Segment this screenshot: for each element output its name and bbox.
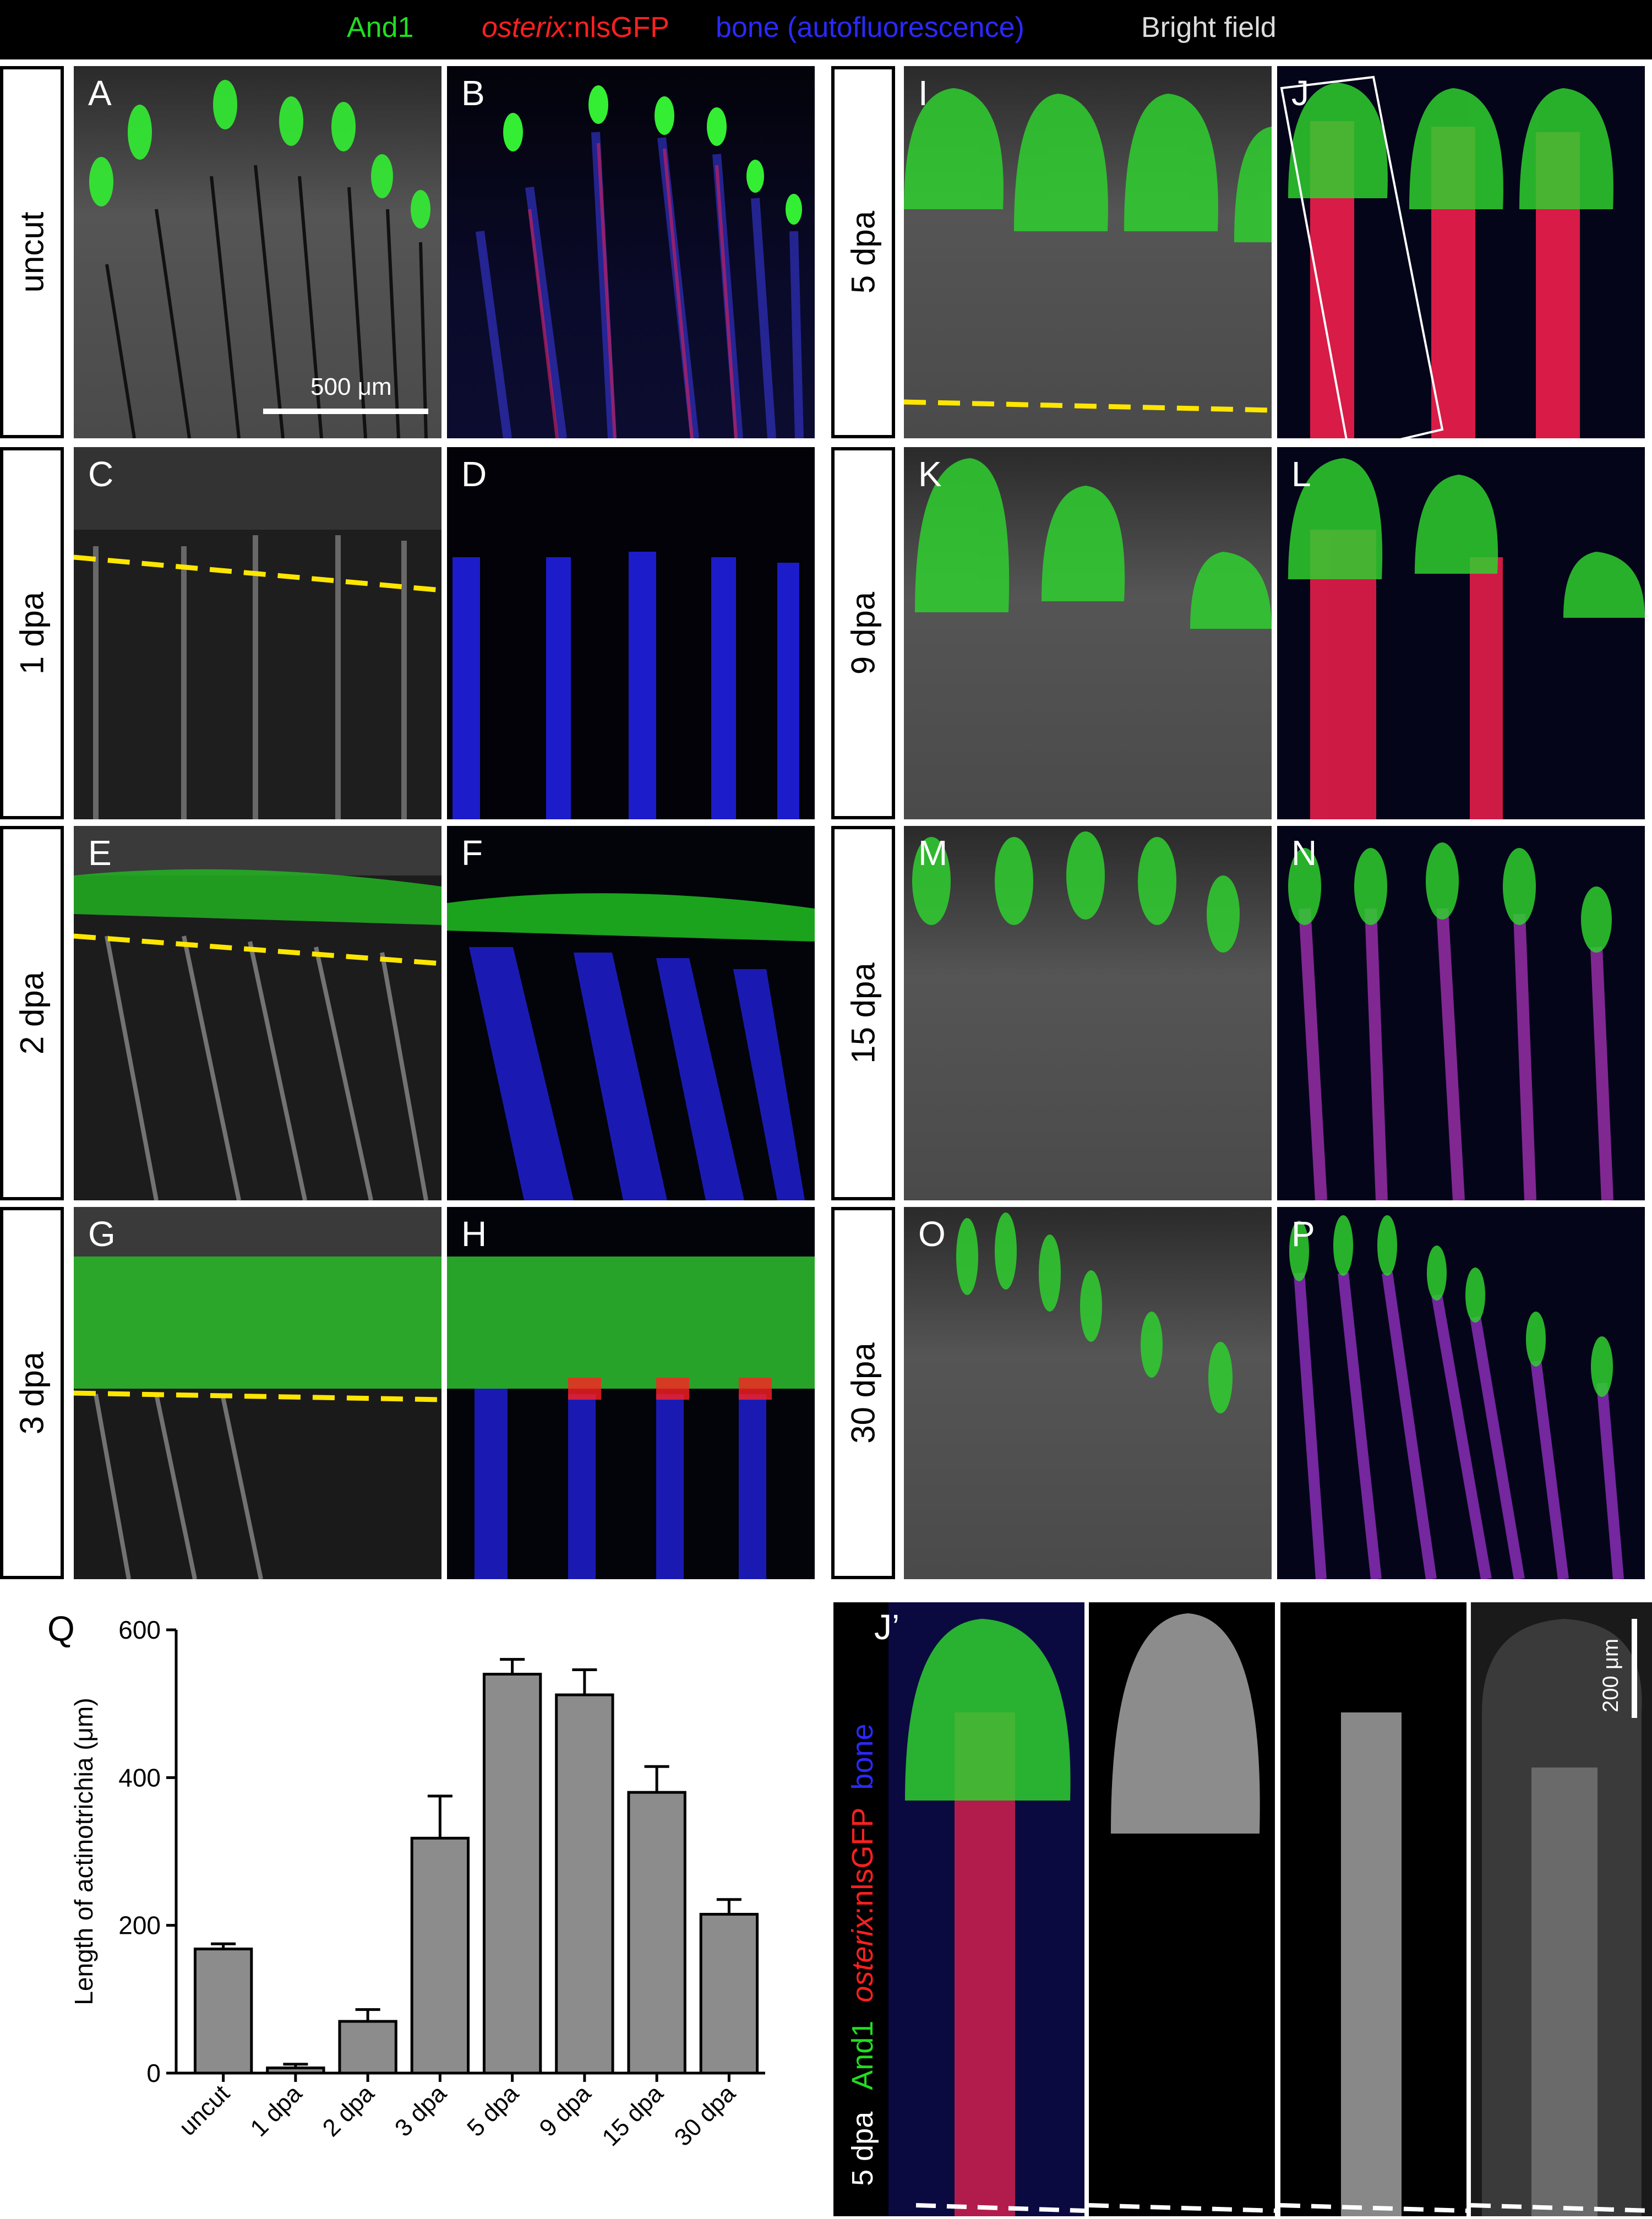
bar-uncut: [193, 1948, 253, 2075]
panel-label-b: B: [461, 73, 485, 113]
bar-9-dpa: [555, 1693, 614, 2075]
panel-label-a: A: [88, 73, 112, 113]
panel-label-c: C: [88, 454, 114, 494]
legend-and1: And1: [347, 12, 414, 43]
row-label-5dpa: 5 dpa: [831, 66, 895, 438]
row-label-1dpa: 1 dpa: [0, 447, 64, 819]
amputation-line: [74, 554, 441, 593]
y-axis-label: Length of actinotrichia (μm): [69, 1698, 98, 2005]
panel-label-i: I: [918, 73, 928, 113]
bar-1-dpa: [266, 2066, 325, 2075]
legend-osterix-suffix: :nlsGFP: [566, 12, 669, 43]
x-tick-label: 2 dpa: [318, 2080, 380, 2142]
panel-label-q: Q: [47, 1609, 75, 1649]
legend-bar: And1 osterix:nlsGFP bone (autofluorescen…: [0, 0, 1652, 59]
panel-label-m: M: [918, 833, 948, 873]
panel-b-fluorescence: B: [447, 66, 815, 438]
legend-bone: bone (autofluorescence): [716, 12, 1024, 43]
panel-label-h: H: [461, 1214, 487, 1254]
row-label-30dpa: 30 dpa: [831, 1207, 895, 1579]
panel-n-fluorescence: N: [1277, 826, 1645, 1200]
row-label-3dpa: 3 dpa: [0, 1207, 64, 1579]
panel-l-fluorescence: L: [1277, 447, 1645, 819]
y-tick-label: 600: [118, 1616, 161, 1644]
x-tick-label: 5 dpa: [462, 2080, 524, 2142]
bar-chart-svg: Q 0 200 400 600 uncut 1 dpa 2 dpa 3 dpa 5 dpa 9 …: [47, 1609, 765, 2151]
x-tick-label: 3 dpa: [390, 2080, 452, 2142]
panel-label-l: L: [1291, 454, 1311, 494]
legend-osterix-italic: osterix: [482, 12, 566, 43]
row-label-9dpa: 9 dpa: [831, 447, 895, 819]
panel-g-bright-field: G: [74, 1207, 441, 1579]
bar-3-dpa: [410, 1836, 470, 2075]
panel-d-fluorescence: D: [447, 447, 815, 819]
legend-osterix: osterix:nlsGFP: [482, 8, 669, 47]
bar-15-dpa: [627, 1791, 686, 2075]
panel-label-g: G: [88, 1214, 116, 1254]
panel-label-n: N: [1291, 833, 1317, 873]
y-tick-label: 400: [118, 1763, 161, 1792]
panel-label-j: J: [1291, 73, 1309, 113]
panel-j-fluorescence: J: [1277, 66, 1645, 438]
panel-label-jprime: J’: [874, 1607, 900, 1647]
panel-label-o: O: [918, 1214, 946, 1254]
x-tick-label: uncut: [174, 2080, 235, 2141]
x-tick-label: 9 dpa: [534, 2080, 596, 2142]
scale-bar-label: 500 μm: [310, 373, 392, 400]
y-tick-label: 0: [146, 2059, 161, 2087]
bar-2-dpa: [338, 2020, 397, 2075]
row-label-2dpa: 2 dpa: [0, 826, 64, 1200]
bar-5-dpa: [482, 1673, 542, 2075]
row-label-uncut: uncut: [0, 66, 64, 438]
panel-k-bright-field: K: [904, 447, 1272, 819]
x-tick-label: 1 dpa: [245, 2080, 307, 2142]
panel-h-fluorescence: H: [447, 1207, 815, 1579]
panel-label-p: P: [1291, 1214, 1315, 1254]
row-label-15dpa: 15 dpa: [831, 826, 895, 1200]
y-tick-label: 200: [118, 1911, 161, 1940]
panel-o-bright-field: O: [904, 1207, 1272, 1579]
scale-bar: [263, 409, 428, 414]
panel-c-bright-field: C: [74, 447, 441, 819]
x-tick-label: 15 dpa: [597, 2080, 668, 2151]
panel-f-fluorescence: F: [447, 826, 815, 1200]
panel-label-e: E: [88, 833, 112, 873]
panel-a-bright-field: A 500 μm: [74, 66, 441, 438]
jprime-merge-panel: J’ 5 dpa And1 osterix:nlsGFP bone: [833, 1602, 1084, 2216]
panel-m-bright-field: M: [904, 826, 1272, 1200]
panel-q-bar-chart: Q 0 200 400 600 uncut 1 dpa 2 dpa 3 dpa 5 dpa 9 …: [0, 1586, 826, 2216]
bar-30-dpa: [699, 1913, 759, 2075]
jprime-bone-channel: 200 μm: [1471, 1602, 1652, 2216]
panel-e-bright-field: E: [74, 826, 441, 1200]
jprime-and1-channel: [1089, 1602, 1275, 2216]
legend-bright-field: Bright field: [1141, 12, 1277, 43]
jprime-side-legend: 5 dpa And1 osterix:nlsGFP bone: [846, 1723, 879, 2186]
jprime-scale-bar: [1632, 1619, 1637, 1718]
inset-box: [1280, 75, 1444, 438]
x-tick-label: 30 dpa: [669, 2080, 741, 2151]
panel-i-bright-field: I: [904, 66, 1272, 438]
panel-label-f: F: [461, 833, 483, 873]
jprime-osterix-channel: [1280, 1602, 1466, 2216]
panel-label-d: D: [461, 454, 487, 494]
panel-p-fluorescence: P: [1277, 1207, 1645, 1579]
panel-label-k: K: [918, 454, 942, 494]
jprime-scale-bar-label: 200 μm: [1599, 1638, 1623, 1712]
